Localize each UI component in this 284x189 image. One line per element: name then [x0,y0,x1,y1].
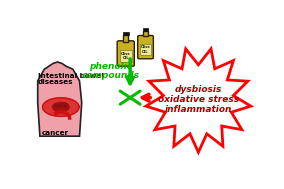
FancyBboxPatch shape [140,44,151,55]
Text: diseases: diseases [38,79,73,85]
Text: Olive
OIL: Olive OIL [121,52,131,60]
Polygon shape [53,102,69,112]
FancyBboxPatch shape [143,31,148,36]
FancyBboxPatch shape [120,50,131,62]
FancyBboxPatch shape [117,41,134,66]
Text: oxidative stress: oxidative stress [158,95,239,104]
Polygon shape [38,62,82,136]
Text: inflammation: inflammation [165,105,232,115]
FancyBboxPatch shape [138,36,153,59]
Polygon shape [146,49,251,152]
FancyBboxPatch shape [143,28,148,31]
FancyBboxPatch shape [123,35,128,42]
Text: compounds: compounds [81,71,139,80]
Polygon shape [43,98,79,116]
Text: intestinal bowel: intestinal bowel [38,73,104,79]
Text: Olive
OIL: Olive OIL [141,45,151,54]
Text: dysbiosis: dysbiosis [175,85,222,94]
Text: cancer: cancer [42,130,69,136]
FancyBboxPatch shape [123,32,129,35]
Text: phenolic: phenolic [89,62,132,71]
